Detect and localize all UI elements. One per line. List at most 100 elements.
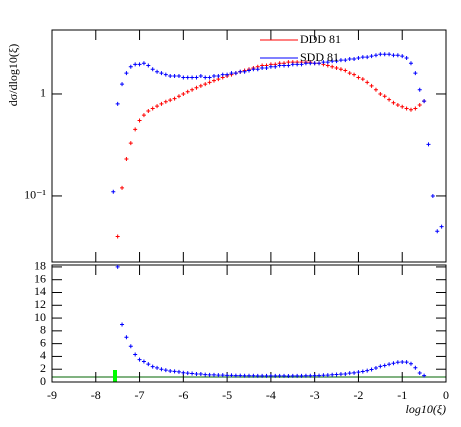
data-point — [264, 373, 269, 378]
data-point — [408, 107, 413, 112]
reference-band — [113, 370, 117, 382]
data-point — [308, 373, 313, 378]
data-point — [395, 360, 400, 365]
data-point — [242, 69, 247, 74]
data-point — [141, 61, 146, 66]
data-point — [225, 373, 230, 378]
data-point — [343, 58, 348, 63]
data-point — [137, 357, 142, 362]
data-point — [330, 59, 335, 64]
data-point — [124, 335, 129, 340]
data-point — [172, 96, 177, 101]
data-point — [190, 87, 195, 92]
data-point — [159, 71, 164, 76]
data-point — [413, 106, 418, 111]
data-point — [268, 64, 273, 69]
data-point — [317, 61, 322, 66]
data-point — [194, 75, 199, 80]
data-point — [168, 369, 173, 374]
data-point — [365, 80, 370, 85]
data-point — [387, 362, 392, 367]
data-point — [124, 71, 129, 76]
data-point — [356, 75, 361, 80]
data-point — [216, 373, 221, 378]
data-point — [387, 97, 392, 102]
data-point — [203, 82, 208, 87]
data-point — [356, 370, 361, 375]
data-point — [220, 373, 225, 378]
data-point — [373, 366, 378, 371]
data-point — [176, 74, 181, 79]
x-tick-label: 0 — [443, 388, 449, 402]
y-tick-label: 10 — [34, 310, 46, 324]
data-point — [163, 99, 168, 104]
data-point — [150, 67, 155, 72]
data-point — [211, 78, 216, 83]
data-point — [247, 68, 251, 73]
data-point — [128, 64, 133, 69]
legend-label: SDD 81 — [300, 50, 339, 64]
data-point — [400, 54, 405, 59]
y-tick-label: 18 — [34, 259, 46, 273]
data-point — [124, 157, 129, 162]
data-point — [347, 371, 352, 376]
data-point — [290, 62, 295, 67]
data-point — [321, 373, 326, 378]
data-point — [308, 61, 313, 66]
data-point — [299, 373, 304, 378]
data-point — [439, 224, 444, 229]
data-point — [286, 374, 291, 379]
data-point — [115, 264, 120, 269]
data-point — [369, 54, 374, 59]
y-tick-label: 0 — [40, 374, 46, 388]
data-point — [181, 370, 186, 375]
data-point — [251, 67, 256, 72]
data-point — [225, 72, 230, 77]
data-point — [211, 372, 216, 377]
data-point — [260, 373, 265, 378]
data-point — [172, 369, 177, 374]
data-point — [185, 371, 190, 376]
data-point — [133, 127, 138, 132]
data-point — [185, 75, 190, 80]
data-point — [128, 141, 133, 146]
data-point — [378, 91, 383, 96]
data-point — [203, 372, 208, 377]
data-point — [194, 371, 199, 376]
data-point — [198, 372, 203, 377]
data-point — [400, 104, 405, 109]
data-point — [207, 80, 212, 85]
data-point — [159, 367, 164, 372]
data-point — [203, 75, 208, 80]
data-point — [373, 53, 378, 58]
data-point — [391, 100, 396, 105]
data-point — [286, 63, 291, 68]
data-point — [238, 373, 243, 378]
data-point — [360, 369, 365, 374]
data-point — [229, 373, 234, 378]
x-axis-label: log10(ξ) — [406, 402, 446, 416]
data-point — [347, 71, 352, 76]
data-point — [137, 118, 142, 123]
data-point — [347, 57, 352, 62]
data-point — [321, 60, 326, 65]
y-tick-label: 4 — [40, 348, 46, 362]
data-point — [404, 106, 409, 111]
data-point — [168, 74, 173, 79]
data-point — [242, 373, 247, 378]
plot-frame — [51, 29, 447, 263]
data-point — [255, 67, 260, 72]
y-tick-label: 8 — [40, 323, 46, 337]
data-point — [282, 373, 287, 378]
x-tick-label: -5 — [222, 388, 232, 402]
data-point — [111, 189, 116, 194]
data-point — [365, 55, 370, 60]
y-axis-label: dσ/dlog10(ξ) — [6, 44, 20, 106]
data-point — [325, 63, 330, 68]
x-tick-label: -3 — [310, 388, 320, 402]
data-point — [395, 102, 400, 107]
data-point — [176, 369, 181, 374]
data-point — [211, 74, 216, 79]
data-point — [155, 365, 160, 370]
